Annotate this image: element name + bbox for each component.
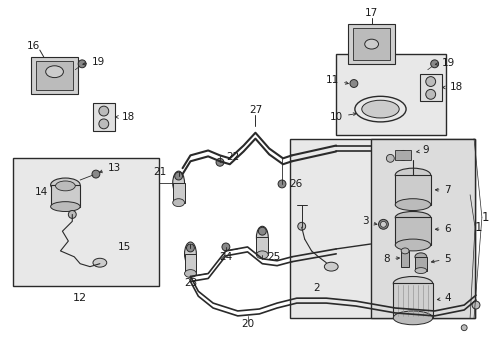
Ellipse shape — [401, 248, 409, 254]
Bar — [13, 158, 159, 286]
Ellipse shape — [395, 212, 431, 223]
Bar — [172, 183, 185, 203]
Circle shape — [472, 301, 480, 309]
Text: 22: 22 — [226, 152, 239, 162]
Bar — [415, 257, 427, 271]
Text: 18: 18 — [442, 82, 463, 93]
Bar — [420, 74, 441, 101]
Text: 19: 19 — [83, 57, 105, 67]
Text: 24: 24 — [219, 252, 233, 262]
Bar — [290, 139, 475, 318]
Circle shape — [387, 154, 394, 162]
Text: 19: 19 — [435, 58, 455, 68]
Text: 13: 13 — [99, 163, 121, 173]
Text: 15: 15 — [118, 242, 131, 252]
Text: 9: 9 — [416, 145, 429, 156]
Bar — [401, 251, 409, 267]
Text: 1: 1 — [475, 221, 483, 234]
Ellipse shape — [185, 242, 196, 266]
Circle shape — [99, 119, 109, 129]
Text: 1: 1 — [482, 211, 490, 224]
Bar — [50, 185, 80, 207]
Circle shape — [398, 150, 408, 160]
Text: 20: 20 — [241, 319, 254, 329]
Text: 23: 23 — [184, 278, 197, 288]
Circle shape — [431, 60, 439, 68]
Text: 11: 11 — [326, 75, 348, 85]
Ellipse shape — [172, 199, 185, 207]
Text: 2: 2 — [313, 283, 320, 293]
Ellipse shape — [46, 66, 63, 78]
Text: 12: 12 — [73, 293, 87, 303]
Bar — [31, 57, 78, 94]
Bar — [393, 283, 433, 318]
Bar — [348, 24, 395, 64]
Ellipse shape — [50, 202, 80, 212]
Text: 21: 21 — [153, 167, 167, 177]
Ellipse shape — [93, 258, 107, 267]
Ellipse shape — [256, 226, 268, 248]
Circle shape — [426, 77, 436, 86]
Circle shape — [216, 158, 224, 166]
Ellipse shape — [185, 270, 196, 278]
Bar — [395, 150, 411, 160]
Ellipse shape — [393, 276, 433, 290]
Bar — [185, 254, 196, 274]
Text: 16: 16 — [27, 41, 41, 51]
Circle shape — [68, 211, 76, 219]
Ellipse shape — [362, 100, 399, 118]
Circle shape — [278, 180, 286, 188]
Ellipse shape — [415, 253, 427, 261]
Circle shape — [426, 89, 436, 99]
Text: 27: 27 — [249, 105, 262, 115]
Text: 6: 6 — [436, 224, 451, 234]
Bar — [353, 28, 391, 60]
Ellipse shape — [395, 239, 431, 251]
Text: 17: 17 — [365, 8, 378, 18]
Text: 5: 5 — [431, 254, 451, 264]
Circle shape — [298, 222, 306, 230]
Ellipse shape — [55, 181, 75, 191]
Text: 25: 25 — [267, 252, 280, 262]
Circle shape — [187, 244, 195, 252]
Text: 18: 18 — [116, 112, 135, 122]
Ellipse shape — [172, 171, 185, 195]
Bar — [36, 61, 74, 90]
Circle shape — [92, 170, 100, 178]
Circle shape — [78, 60, 86, 68]
Ellipse shape — [50, 178, 80, 192]
Circle shape — [461, 325, 467, 330]
Text: 7: 7 — [436, 185, 451, 195]
Text: 8: 8 — [384, 254, 399, 264]
Ellipse shape — [324, 262, 338, 271]
Bar — [256, 237, 268, 255]
Text: 4: 4 — [438, 293, 451, 303]
Circle shape — [381, 221, 387, 227]
Ellipse shape — [395, 168, 431, 182]
Ellipse shape — [393, 311, 433, 325]
Text: 26: 26 — [289, 179, 302, 189]
Ellipse shape — [415, 267, 427, 274]
Bar — [93, 103, 115, 131]
Ellipse shape — [256, 251, 268, 259]
Bar — [395, 217, 431, 245]
Circle shape — [99, 106, 109, 116]
Ellipse shape — [365, 39, 378, 49]
Text: 14: 14 — [34, 187, 48, 197]
Text: 10: 10 — [330, 112, 356, 122]
Circle shape — [222, 243, 230, 251]
Circle shape — [378, 219, 389, 229]
Circle shape — [350, 80, 358, 87]
Bar — [336, 54, 446, 135]
Bar — [395, 175, 431, 204]
Circle shape — [175, 172, 183, 180]
Circle shape — [258, 227, 266, 235]
Ellipse shape — [395, 199, 431, 211]
Bar — [370, 139, 475, 318]
Text: 3: 3 — [362, 216, 377, 226]
